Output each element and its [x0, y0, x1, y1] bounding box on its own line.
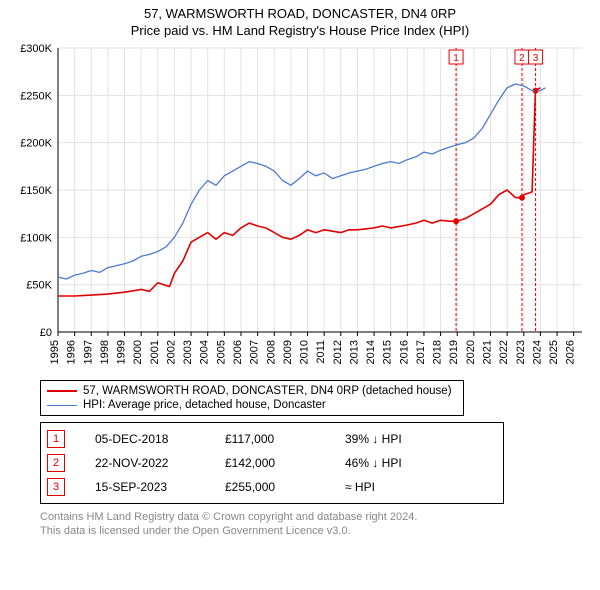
event-price: £117,000 — [225, 432, 315, 446]
svg-text:2016: 2016 — [398, 340, 410, 364]
event-date: 22-NOV-2022 — [95, 456, 195, 470]
svg-text:2002: 2002 — [165, 340, 177, 364]
event-pct: 39% ↓ HPI — [345, 432, 455, 446]
svg-text:1997: 1997 — [82, 340, 94, 364]
event-row: 1 05-DEC-2018 £117,000 39% ↓ HPI — [47, 427, 497, 451]
svg-text:£0: £0 — [40, 327, 52, 339]
line-chart-svg: £0 £50K £100K £150K £200K £250K £300K 1995 1996 1… — [10, 42, 590, 372]
svg-text:£150K: £150K — [20, 185, 52, 197]
svg-text:2007: 2007 — [249, 340, 261, 364]
chart-title: 57, WARMSWORTH ROAD, DONCASTER, DN4 0RP — [10, 6, 590, 21]
events-table: 1 05-DEC-2018 £117,000 39% ↓ HPI 2 22-NOV-202… — [40, 422, 504, 504]
event-badge: 2 — [47, 454, 65, 472]
svg-text:2022: 2022 — [498, 340, 510, 364]
svg-text:2: 2 — [519, 53, 525, 64]
event-pct: 46% ↓ HPI — [345, 456, 455, 470]
chart-area: £0 £50K £100K £150K £200K £250K £300K 1995 1996 1… — [10, 42, 590, 372]
svg-text:2001: 2001 — [149, 340, 161, 364]
svg-text:2019: 2019 — [448, 340, 460, 364]
svg-text:2005: 2005 — [215, 340, 227, 364]
legend-label: HPI: Average price, detached house, Donc… — [83, 399, 326, 411]
svg-text:2009: 2009 — [282, 340, 294, 364]
svg-text:£50K: £50K — [26, 280, 52, 292]
svg-text:2020: 2020 — [465, 340, 477, 364]
event-date: 15-SEP-2023 — [95, 480, 195, 494]
svg-text:3: 3 — [533, 53, 539, 64]
svg-text:2000: 2000 — [132, 340, 144, 364]
svg-text:£200K: £200K — [20, 138, 52, 150]
svg-text:£300K: £300K — [20, 43, 52, 55]
svg-text:2010: 2010 — [299, 340, 311, 364]
svg-text:2013: 2013 — [348, 340, 360, 364]
event-price: £255,000 — [225, 480, 315, 494]
event-badge: 1 — [47, 430, 65, 448]
footer-line-2: This data is licensed under the Open Gov… — [40, 524, 586, 538]
svg-text:2015: 2015 — [382, 340, 394, 364]
svg-text:2018: 2018 — [432, 340, 444, 364]
svg-text:2017: 2017 — [415, 340, 427, 364]
legend-label: 57, WARMSWORTH ROAD, DONCASTER, DN4 0RP … — [83, 385, 452, 397]
svg-text:1996: 1996 — [66, 340, 78, 364]
svg-text:2021: 2021 — [482, 340, 494, 364]
svg-text:2024: 2024 — [531, 340, 543, 364]
svg-text:£100K: £100K — [20, 232, 52, 244]
svg-text:2012: 2012 — [332, 340, 344, 364]
svg-text:2025: 2025 — [548, 340, 560, 364]
chart-subtitle: Price paid vs. HM Land Registry's House … — [10, 23, 590, 38]
legend-swatch — [47, 390, 77, 392]
svg-text:1998: 1998 — [99, 340, 111, 364]
svg-text:£250K: £250K — [20, 90, 52, 102]
svg-text:2008: 2008 — [265, 340, 277, 364]
legend-row: 57, WARMSWORTH ROAD, DONCASTER, DN4 0RP … — [47, 384, 457, 398]
svg-text:2011: 2011 — [315, 340, 327, 364]
event-pct: ≈ HPI — [345, 480, 455, 494]
event-row: 3 15-SEP-2023 £255,000 ≈ HPI — [47, 475, 497, 499]
legend-row: HPI: Average price, detached house, Donc… — [47, 398, 457, 412]
legend-swatch — [47, 405, 77, 406]
svg-text:2003: 2003 — [182, 340, 194, 364]
svg-text:1999: 1999 — [116, 340, 128, 364]
svg-text:2014: 2014 — [365, 340, 377, 364]
svg-text:2004: 2004 — [199, 340, 211, 364]
footer-line-1: Contains HM Land Registry data © Crown c… — [40, 510, 586, 524]
svg-text:2006: 2006 — [232, 340, 244, 364]
event-badge: 3 — [47, 478, 65, 496]
footer-attribution: Contains HM Land Registry data © Crown c… — [40, 510, 586, 539]
event-price: £142,000 — [225, 456, 315, 470]
svg-text:2026: 2026 — [565, 340, 577, 364]
event-row: 2 22-NOV-2022 £142,000 46% ↓ HPI — [47, 451, 497, 475]
svg-text:1: 1 — [453, 53, 459, 64]
svg-text:2023: 2023 — [515, 340, 527, 364]
event-date: 05-DEC-2018 — [95, 432, 195, 446]
svg-text:1995: 1995 — [49, 340, 61, 364]
legend-box: 57, WARMSWORTH ROAD, DONCASTER, DN4 0RP … — [40, 380, 464, 416]
